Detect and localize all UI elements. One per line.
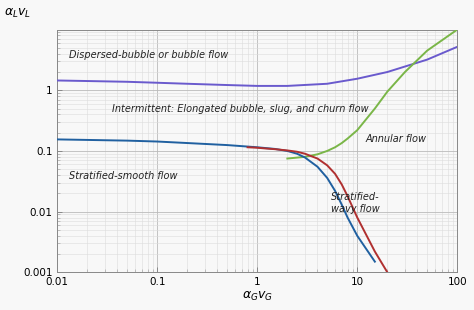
Text: Annular flow: Annular flow <box>365 135 426 144</box>
Text: Stratified-smooth flow: Stratified-smooth flow <box>69 171 177 181</box>
Text: Dispersed-bubble or bubble flow: Dispersed-bubble or bubble flow <box>69 50 228 60</box>
Text: $\alpha_L v_L$: $\alpha_L v_L$ <box>4 7 31 20</box>
Text: Intermittent: Elongated bubble, slug, and churn flow: Intermittent: Elongated bubble, slug, an… <box>112 104 368 113</box>
Text: Stratified-
wavy flow: Stratified- wavy flow <box>331 192 380 214</box>
X-axis label: $\alpha_G v_G$: $\alpha_G v_G$ <box>242 290 273 303</box>
